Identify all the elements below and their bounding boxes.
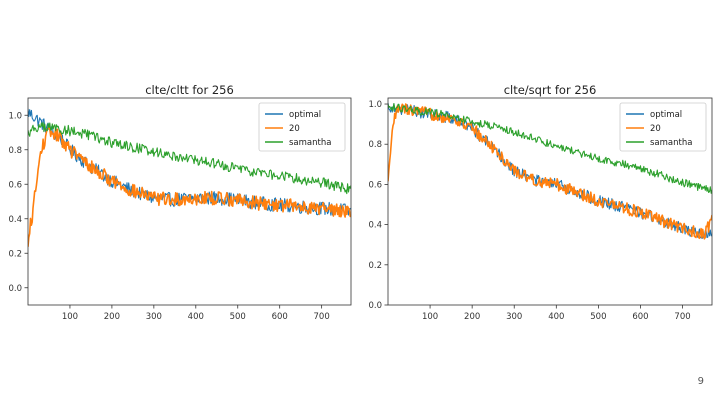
y-tick-label: 0.8 xyxy=(8,146,22,156)
legend-label-samantha: samantha xyxy=(289,138,331,148)
chart-1: clte/cltt for 256 100 200 300 400 500 600 700 0.… xyxy=(8,83,352,322)
series-line-samantha xyxy=(28,121,351,195)
legend-label-20: 20 xyxy=(650,124,661,134)
x-tick-label: 300 xyxy=(506,312,522,322)
y-tick-label: 0.0 xyxy=(368,301,382,311)
legend-label-optimal: optimal xyxy=(289,110,321,120)
y-tick-label: 0.6 xyxy=(8,180,22,190)
y-tick-label: 0.2 xyxy=(368,261,382,271)
y-tick-label: 0.0 xyxy=(8,284,22,294)
x-tick-label: 600 xyxy=(272,312,288,322)
y-tick-label: 1.0 xyxy=(8,111,22,121)
y-tick-label: 0.8 xyxy=(368,140,382,150)
x-tick-label: 400 xyxy=(188,312,204,322)
series-line-samantha xyxy=(388,103,712,194)
x-tick-label: 500 xyxy=(590,312,606,322)
plot-area xyxy=(28,108,351,247)
page-number: 9 xyxy=(697,376,704,387)
y-tick-label: 0.4 xyxy=(368,221,382,231)
y-tick-label: 0.6 xyxy=(368,180,382,190)
legend-box xyxy=(258,102,346,152)
legend-box xyxy=(619,102,707,152)
legend: optimal 20 samantha xyxy=(619,102,707,152)
x-tick-label: 500 xyxy=(230,312,246,322)
series-line-20 xyxy=(388,103,712,240)
axes-frame xyxy=(387,97,713,306)
legend-label-optimal: optimal xyxy=(650,110,682,120)
chart-title: clte/cltt for 256 xyxy=(145,83,234,97)
x-tick-label: 200 xyxy=(104,312,120,322)
x-tick-label: 100 xyxy=(62,312,78,322)
y-tick-label: 0.4 xyxy=(8,215,22,225)
x-tick-label: 700 xyxy=(674,312,690,322)
x-tick-label: 600 xyxy=(632,312,648,322)
x-tick-label: 100 xyxy=(422,312,438,322)
legend-label-samantha: samantha xyxy=(650,138,692,148)
plot-area xyxy=(388,102,712,240)
chart-title: clte/sqrt for 256 xyxy=(504,83,597,97)
x-tick-label: 700 xyxy=(314,312,330,322)
y-tick-label: 1.0 xyxy=(368,100,382,110)
x-tick-label: 200 xyxy=(464,312,480,322)
x-tick-label: 300 xyxy=(146,312,162,322)
chart-2: clte/sqrt for 256 100 200 300 400 500 600 700 0.… xyxy=(368,83,713,322)
x-tick-label: 400 xyxy=(548,312,564,322)
legend: optimal 20 samantha xyxy=(258,102,346,152)
axes-frame xyxy=(27,97,352,306)
legend-label-20: 20 xyxy=(289,124,300,134)
y-tick-label: 0.2 xyxy=(8,249,22,259)
series-line-20 xyxy=(28,125,351,247)
